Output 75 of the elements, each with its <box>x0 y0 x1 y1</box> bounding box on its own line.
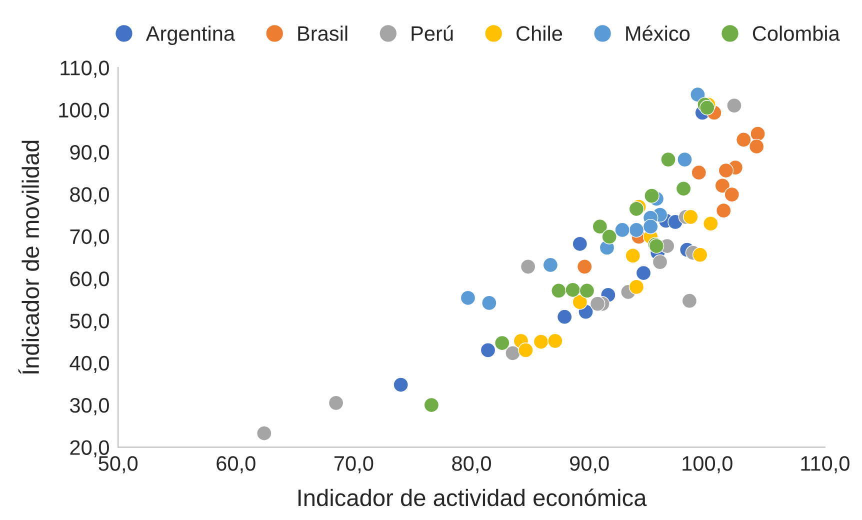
point <box>520 259 536 274</box>
point <box>714 178 730 194</box>
y-tick-label: 20,0 <box>70 440 109 458</box>
legend-label: Perú <box>412 25 453 41</box>
point <box>718 162 734 178</box>
point <box>652 254 668 270</box>
point <box>628 222 644 238</box>
point <box>750 126 766 142</box>
point <box>551 283 566 298</box>
point <box>691 164 707 180</box>
point <box>644 188 660 204</box>
legend-label: Brasil <box>298 26 348 41</box>
point <box>533 334 549 350</box>
point <box>576 259 592 274</box>
point <box>748 138 764 154</box>
point <box>494 335 510 351</box>
y-tick-label: 30,0 <box>70 398 109 416</box>
x-tick-label: 80,0 <box>452 456 491 474</box>
x-tick-label: 100,0 <box>682 456 732 474</box>
point <box>565 282 580 298</box>
point <box>460 290 476 306</box>
y-tick-label: 40,0 <box>70 356 109 374</box>
legend-label: Argentina <box>146 26 236 46</box>
x-tick-label: 70,0 <box>334 456 374 474</box>
x-tick-label: 60,0 <box>216 456 256 474</box>
y-tick-label: 90,0 <box>70 144 109 162</box>
point <box>424 397 440 413</box>
point <box>642 218 658 234</box>
point <box>690 86 706 102</box>
point <box>692 247 708 263</box>
point <box>636 265 652 281</box>
x-tick-label: 90,0 <box>570 456 609 474</box>
point <box>548 333 563 349</box>
point <box>677 152 692 168</box>
point <box>628 279 644 295</box>
y-tick-label: 80,0 <box>70 187 109 204</box>
y-tick-label: 100,0 <box>59 102 109 120</box>
point <box>480 342 496 358</box>
x-tick-label: 110,0 <box>801 456 850 474</box>
point <box>660 152 676 168</box>
y-tick-label: 60,0 <box>70 271 109 289</box>
x-tick-label: 50,0 <box>98 456 138 474</box>
point <box>328 395 344 411</box>
point <box>572 294 588 310</box>
legend-label: Colombia <box>752 26 840 41</box>
point <box>505 346 520 361</box>
point <box>579 283 595 298</box>
point <box>572 236 588 252</box>
point <box>556 309 572 325</box>
y-tick-label: 110,0 <box>60 60 109 78</box>
legend-label: México <box>626 25 690 41</box>
point <box>518 342 534 358</box>
point <box>542 257 558 273</box>
point <box>699 100 715 116</box>
point <box>726 98 742 114</box>
point <box>393 377 408 392</box>
point <box>716 202 732 218</box>
x-axis-title: Indicador de actividad económica <box>298 488 647 506</box>
point <box>625 248 641 264</box>
point <box>482 295 497 311</box>
point <box>703 216 718 232</box>
point <box>736 132 752 148</box>
point <box>602 229 617 244</box>
point <box>682 293 698 308</box>
point <box>683 209 698 225</box>
legend-label: Chile <box>516 26 562 41</box>
point <box>614 222 630 238</box>
y-tick-label: 50,0 <box>70 314 109 331</box>
point <box>676 181 692 196</box>
y-axis-title: Índicador de movilidad <box>18 140 40 374</box>
y-tick-label: 70,0 <box>70 229 109 247</box>
point <box>256 426 272 441</box>
point <box>592 218 608 234</box>
point <box>590 296 606 312</box>
point <box>724 186 740 202</box>
